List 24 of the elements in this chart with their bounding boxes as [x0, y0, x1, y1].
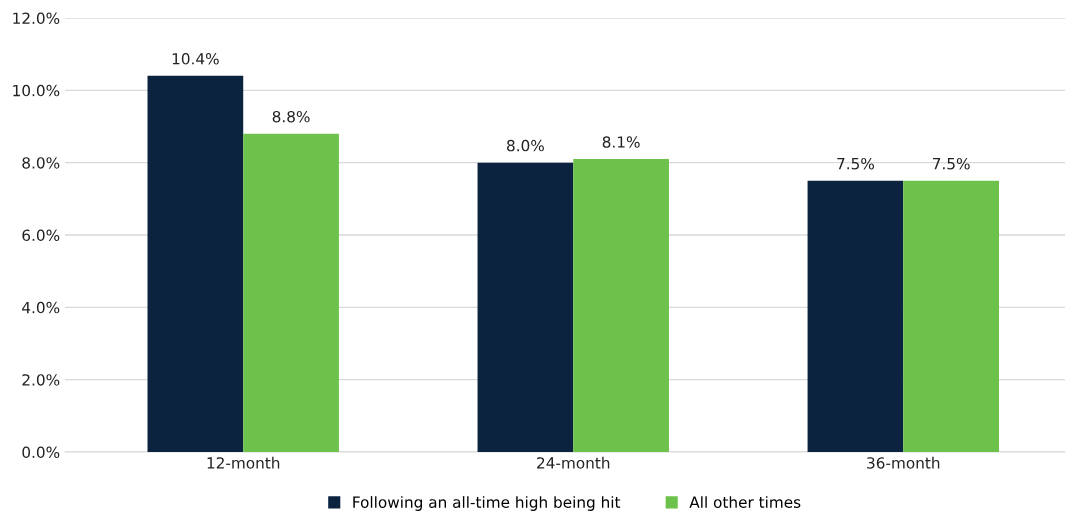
data-label: 7.5% — [837, 157, 874, 170]
legend-label: All other times — [689, 496, 801, 508]
x-tick-label: 12-month — [207, 456, 280, 469]
y-tick-label: 2.0% — [22, 374, 60, 386]
data-label: 8.0% — [507, 139, 544, 152]
bar — [903, 180, 999, 452]
bar — [807, 180, 904, 452]
bar — [477, 162, 574, 452]
data-label: 7.5% — [932, 157, 970, 170]
y-tick-label: 8.0% — [22, 157, 60, 169]
bar — [147, 75, 244, 452]
bar — [573, 159, 669, 452]
x-tick-label: 24-month — [537, 456, 610, 469]
y-tick-label: 6.0% — [22, 229, 60, 242]
y-tick-label: 10.0% — [13, 84, 60, 97]
data-label: 10.4% — [172, 53, 219, 65]
data-label: 8.8% — [272, 110, 310, 123]
x-tick-label: 36-month — [867, 456, 940, 469]
bar — [243, 133, 339, 452]
legend-label: Following an all-time high being hit — [353, 496, 621, 511]
y-tick-label: 12.0% — [13, 12, 60, 25]
y-tick-label: 4.0% — [22, 301, 60, 314]
data-label: 8.1% — [602, 136, 640, 148]
y-tick-label: 0.0% — [22, 446, 60, 459]
